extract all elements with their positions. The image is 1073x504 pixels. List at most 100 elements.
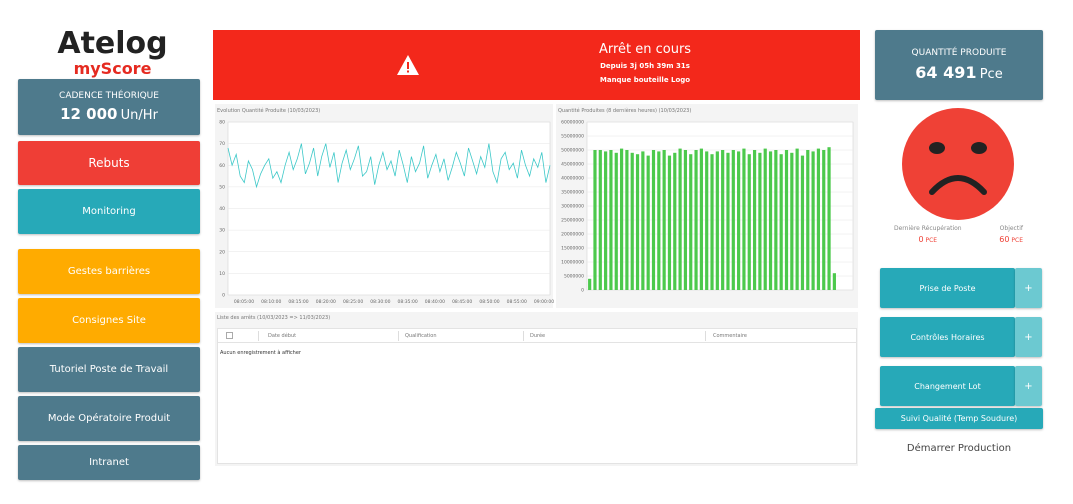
y-tick-label: 0: [222, 293, 225, 299]
last-value: 0: [918, 235, 924, 244]
table: Date début Qualification Durée Commentai…: [217, 328, 857, 464]
bar: [779, 154, 783, 290]
menu-button[interactable]: Tutoriel Poste de Travail: [18, 347, 200, 392]
checkbox[interactable]: [226, 332, 233, 339]
bar: [795, 148, 799, 290]
x-tick-label: 08:20:00: [316, 299, 336, 305]
action-button[interactable]: Contrôles Horaires: [880, 317, 1015, 357]
y-tick-label: 25000000: [561, 218, 584, 224]
bar: [614, 152, 618, 290]
x-tick-label: 08:30:00: [370, 299, 390, 305]
column-header[interactable]: Date début: [268, 333, 297, 339]
bar: [784, 150, 789, 290]
y-tick-label: 70: [219, 141, 225, 147]
bar: [593, 150, 597, 290]
bar: [726, 152, 730, 290]
menu-button[interactable]: Gestes barrières: [18, 249, 200, 294]
bar: [694, 150, 698, 290]
x-tick-label: 08:15:00: [288, 299, 308, 305]
y-tick-label: 50: [219, 184, 225, 190]
y-tick-label: 20: [219, 249, 225, 255]
bar: [721, 150, 725, 290]
plus-button[interactable]: +: [1015, 268, 1042, 308]
logo-subtext: myScore: [73, 59, 152, 78]
x-tick-label: 08:25:00: [343, 299, 363, 305]
alert-banner: Arrêt en cours Depuis 3j 05h 39m 31s Man…: [213, 30, 860, 100]
x-tick-label: 08:50:00: [479, 299, 499, 305]
bar: [683, 150, 688, 290]
menu-button[interactable]: Monitoring: [18, 189, 200, 234]
column-header[interactable]: Durée: [530, 333, 546, 339]
menu-button[interactable]: Mode Opératoire Produit: [18, 396, 200, 441]
bar: [811, 151, 815, 290]
warning-icon: [397, 55, 419, 75]
target-unit: PCE: [1011, 237, 1023, 244]
start-button[interactable]: Démarrer Production: [906, 443, 1012, 454]
bar: [625, 150, 629, 290]
bar: [689, 154, 693, 290]
divider: [258, 331, 259, 341]
y-tick-label: 5000000: [564, 274, 584, 280]
quality-button[interactable]: Suivi Qualité (Temp Soudure): [875, 408, 1043, 429]
column-header[interactable]: Qualification: [405, 333, 437, 339]
y-tick-label: 30000000: [561, 204, 584, 210]
alert-reason: Manque bouteille Logo: [599, 76, 691, 84]
divider: [398, 331, 399, 341]
y-tick-label: 50000000: [561, 148, 584, 154]
action-button[interactable]: Prise de Poste: [880, 268, 1015, 308]
chart-title: Evolution Quantité Produite (10/03/2023): [217, 108, 321, 114]
bar: [758, 152, 762, 290]
y-tick-label: 60000000: [561, 120, 584, 126]
action-button[interactable]: Changement Lot: [880, 366, 1015, 406]
sad-face: [902, 108, 1014, 220]
bar: [641, 151, 645, 290]
empty-message: Aucun enregistrement à afficher: [220, 350, 301, 356]
chart-title: Quantité Produites (8 dernières heures) …: [558, 108, 692, 114]
bar: [822, 150, 826, 290]
bar: [806, 150, 810, 290]
y-tick-label: 10: [219, 271, 225, 277]
bar: [715, 151, 719, 290]
bar: [635, 154, 640, 290]
bar: [742, 148, 746, 290]
y-tick-label: 10000000: [561, 260, 584, 266]
bar: [673, 152, 677, 290]
target-block: Objectif 60 PCE: [995, 225, 1023, 244]
bar: [662, 150, 666, 290]
bar: [832, 273, 836, 290]
last-label: Dernière Récupération: [894, 225, 962, 232]
bar: [816, 148, 821, 290]
y-tick-label: 55000000: [561, 134, 584, 140]
plus-button[interactable]: +: [1015, 366, 1042, 406]
table-title: Liste des arrêts (10/03/2023 => 11/03/20…: [217, 315, 331, 321]
bar: [790, 152, 794, 290]
cadence-card: CADENCE THÉORIQUE 12 000 Un/Hr: [18, 79, 200, 135]
plus-button[interactable]: +: [1015, 317, 1042, 357]
bar: [763, 148, 767, 290]
bar: [609, 150, 613, 290]
cadence-unit: Un/Hr: [120, 108, 158, 123]
y-tick-label: 0: [581, 288, 584, 294]
quantity-label: QUANTITÉ PRODUITE: [911, 48, 1007, 58]
y-tick-label: 80: [219, 120, 225, 126]
bar: [800, 155, 805, 290]
bar: [710, 154, 714, 290]
column-header[interactable]: Commentaire: [713, 333, 747, 339]
menu-button[interactable]: Intranet: [18, 445, 200, 480]
bar: [657, 151, 661, 290]
bar: [774, 150, 778, 290]
x-tick-label: 08:35:00: [398, 299, 418, 305]
quantity-value: 64 491: [915, 63, 977, 82]
y-tick-label: 20000000: [561, 232, 584, 238]
bar: [651, 150, 656, 290]
y-tick-label: 45000000: [561, 162, 584, 168]
menu-button[interactable]: Consignes Site: [18, 298, 200, 343]
bar: [827, 147, 831, 290]
bar: [630, 152, 634, 290]
menu-button[interactable]: Rebuts: [18, 141, 200, 185]
x-tick-label: 08:45:00: [452, 299, 472, 305]
y-tick-label: 15000000: [561, 246, 584, 252]
bar: [588, 278, 592, 290]
alert-title: Arrêt en cours: [598, 42, 692, 57]
